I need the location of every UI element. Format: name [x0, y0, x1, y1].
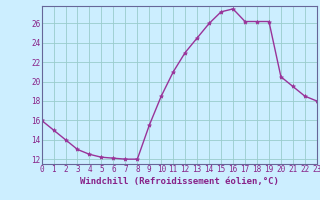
X-axis label: Windchill (Refroidissement éolien,°C): Windchill (Refroidissement éolien,°C)	[80, 177, 279, 186]
